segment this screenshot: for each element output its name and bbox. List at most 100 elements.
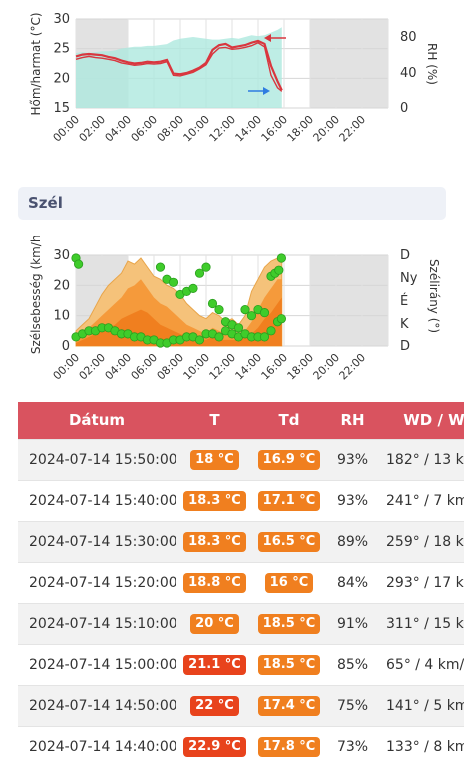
row-dewpoint-cell: 17.8 °C — [253, 725, 325, 767]
wind-direction-point — [214, 332, 224, 342]
dewpoint-badge: 18.5 °C — [257, 654, 321, 675]
wind-section-header: Szél — [18, 187, 446, 220]
temperature-chart: 30 25 20 1500:0002:0004:0006:0008:0010:0012… — [29, 12, 439, 145]
wind-direction-point — [214, 305, 224, 315]
row-wind: 141° / 5 km/h — [380, 684, 464, 726]
row-wind: 182° / 13 km/h — [380, 438, 464, 480]
dewpoint-badge: 16 °C — [264, 572, 314, 593]
row-humidity: 73% — [325, 725, 380, 767]
temperature-badge: 18.8 °C — [183, 572, 246, 593]
temperature-badge: 18.3 °C — [183, 490, 246, 511]
y-tick-label: 30 — [53, 12, 70, 27]
observations-table: Dátum T Td RH WD / W 2024-07-14 15:50:00… — [18, 402, 464, 767]
x-tick-label: 06:00 — [129, 113, 161, 145]
y-tick-label: 15 — [53, 101, 70, 116]
wind-direction-point — [188, 283, 198, 293]
row-date: 2024-07-14 15:00:00 — [18, 643, 176, 685]
row-dewpoint-cell: 16.9 °C — [253, 438, 325, 480]
row-date: 2024-07-14 14:50:00 — [18, 684, 176, 726]
dewpoint-badge: 17.8 °C — [257, 736, 321, 757]
humidity-arrow-icon — [248, 87, 270, 95]
x-tick-label: 12:00 — [207, 351, 239, 383]
y-tick-label: 20 — [53, 278, 70, 293]
dewpoint-badge: 16.9 °C — [257, 449, 321, 470]
observations-table-container[interactable]: Dátum T Td RH WD / W 2024-07-14 15:50:00… — [18, 402, 464, 768]
y-tick-label: 0 — [62, 339, 70, 354]
temperature-badge: 22 °C — [190, 695, 239, 716]
dewpoint-badge: 16.5 °C — [257, 531, 321, 552]
table-row[interactable]: 2024-07-14 15:40:00 18.3 °C 17.1 °C 93% 241°… — [18, 479, 464, 521]
row-humidity: 85% — [325, 643, 380, 685]
wind-direction-axis-label: Szélirány (°) — [427, 259, 441, 333]
x-tick-label: 04:00 — [103, 351, 135, 383]
x-tick-label: 22:00 — [337, 351, 369, 383]
row-wind: 311° / 15 km/h — [380, 602, 464, 644]
header-date[interactable]: Dátum — [18, 402, 176, 439]
row-date: 2024-07-14 14:40:00 — [18, 725, 176, 767]
wind-direction-point — [240, 305, 250, 315]
wind-direction-point — [276, 314, 286, 324]
y-tick-label: 30 — [53, 248, 70, 263]
x-tick-label: 00:00 — [51, 351, 83, 383]
header-temperature[interactable]: T — [176, 402, 253, 439]
x-tick-label: 04:00 — [103, 113, 135, 145]
table-row[interactable]: 2024-07-14 15:10:00 20 °C 18.5 °C 91% 311° /… — [18, 602, 464, 644]
header-wind[interactable]: WD / W — [380, 402, 464, 439]
row-dewpoint-cell: 16.5 °C — [253, 520, 325, 562]
wind-direction-point — [201, 262, 211, 272]
x-tick-label: 14:00 — [233, 113, 265, 145]
row-humidity: 75% — [325, 684, 380, 726]
table-row[interactable]: 2024-07-14 15:00:00 21.1 °C 18.5 °C 85% 65° … — [18, 643, 464, 685]
y-tick-label: 25 — [53, 42, 70, 57]
x-tick-label: 06:00 — [129, 351, 161, 383]
table-row[interactable]: 2024-07-14 15:50:00 18 °C 16.9 °C 93% 182° /… — [18, 438, 464, 480]
table-row[interactable]: 2024-07-14 14:40:00 22.9 °C 17.8 °C 73% 133°… — [18, 725, 464, 767]
dewpoint-badge: 17.4 °C — [257, 695, 321, 716]
row-humidity: 93% — [325, 479, 380, 521]
y2-tick-label: 0 — [400, 101, 408, 116]
x-tick-label: 18:00 — [285, 351, 317, 383]
wind-direction-point — [274, 265, 284, 275]
wind-speed-axis-label: Szélsebesség (km/h) — [29, 236, 43, 354]
wind-section-title: Szél — [28, 194, 63, 212]
header-humidity[interactable]: RH — [325, 402, 380, 439]
row-dewpoint-cell: 17.1 °C — [253, 479, 325, 521]
temperature-line — [75, 39, 283, 91]
row-humidity: 84% — [325, 561, 380, 603]
y-tick-label: 10 — [53, 309, 70, 324]
temperature-badge: 20 °C — [190, 613, 239, 634]
row-humidity: 93% — [325, 438, 380, 480]
wind-direction-point — [266, 326, 276, 336]
wind-direction-point — [246, 311, 257, 321]
y2-tick-label: 80 — [400, 30, 417, 45]
row-temperature-cell: 22.9 °C — [176, 725, 253, 767]
header-dewpoint[interactable]: Td — [253, 402, 325, 439]
wind-direction-point — [259, 308, 270, 318]
x-tick-label: 10:00 — [181, 113, 213, 145]
y2-tick-label: D — [400, 339, 410, 354]
table-row[interactable]: 2024-07-14 14:50:00 22 °C 17.4 °C 75% 141° /… — [18, 684, 464, 726]
x-tick-label: 22:00 — [337, 113, 369, 145]
wind-direction-point — [207, 298, 218, 309]
row-wind: 293° / 17 km/h — [380, 561, 464, 603]
wind-direction-point — [259, 332, 270, 342]
dewpoint-badge: 17.1 °C — [257, 490, 321, 511]
row-temperature-cell: 18.3 °C — [176, 520, 253, 562]
table-row[interactable]: 2024-07-14 15:30:00 18.3 °C 16.5 °C 89% 259°… — [18, 520, 464, 562]
x-tick-label: 14:00 — [233, 351, 265, 383]
x-tick-label: 08:00 — [155, 113, 187, 145]
temperature-arrow-icon — [264, 34, 286, 42]
row-temperature-cell: 20 °C — [176, 602, 253, 644]
rh-axis-label: RH (%) — [425, 43, 439, 85]
row-temperature-cell: 18 °C — [176, 438, 253, 480]
x-tick-label: 10:00 — [181, 351, 213, 383]
x-tick-label: 12:00 — [207, 113, 239, 145]
table-row[interactable]: 2024-07-14 15:20:00 18.8 °C 16 °C 84% 293° /… — [18, 561, 464, 603]
row-temperature-cell: 18.8 °C — [176, 561, 253, 603]
x-tick-label: 08:00 — [155, 351, 187, 383]
x-tick-label: 02:00 — [77, 351, 109, 383]
y2-tick-label: É — [400, 293, 408, 309]
row-dewpoint-cell: 16 °C — [253, 561, 325, 603]
x-tick-label: 00:00 — [51, 113, 83, 145]
y2-tick-label: D — [400, 248, 410, 263]
